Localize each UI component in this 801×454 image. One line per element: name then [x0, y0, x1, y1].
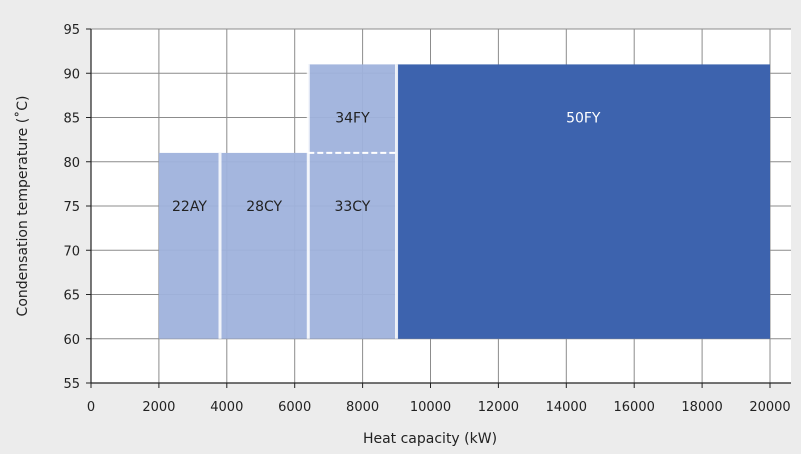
x-tick-label: 2000	[142, 400, 175, 415]
x-tick-label: 10000	[410, 400, 451, 415]
region-label-28cy: 28CY	[246, 199, 282, 215]
x-tick-label: 12000	[478, 400, 519, 415]
region-22ay	[158, 152, 221, 339]
y-axis-title: Condensation temperature (˚C)	[14, 96, 31, 317]
region-28cy	[220, 152, 309, 339]
x-tick-label: 20000	[749, 400, 790, 415]
x-tick-label: 18000	[681, 400, 722, 415]
region-label-22ay: 22AY	[172, 199, 207, 215]
tick-labels: 55 60 65 70 75 80 85 90 95 0 2000 4000 6000 8000 10000…	[63, 23, 790, 415]
x-tick-label: 8000	[346, 400, 379, 415]
x-tick-label: 0	[87, 400, 95, 415]
region-label-33cy: 33CY	[334, 199, 370, 215]
axes	[86, 28, 791, 388]
y-tick-label: 85	[63, 112, 80, 127]
x-tick-label: 4000	[210, 400, 243, 415]
y-tick-label: 55	[63, 377, 80, 392]
y-tick-label: 70	[63, 244, 80, 259]
y-tick-label: 65	[63, 289, 80, 304]
y-tick-label: 80	[63, 156, 80, 171]
y-tick-label: 60	[63, 333, 80, 348]
region-50fy	[396, 64, 770, 339]
x-axis-title: Heat capacity (kW)	[363, 431, 497, 447]
y-tick-label: 75	[63, 200, 80, 215]
x-tick-label: 14000	[546, 400, 587, 415]
x-tick-label: 16000	[614, 400, 655, 415]
region-33cy	[308, 152, 397, 339]
x-tick-label: 6000	[278, 400, 311, 415]
y-tick-label: 95	[63, 23, 80, 38]
region-label-50fy: 50FY	[566, 111, 601, 127]
regions	[158, 64, 770, 339]
y-tick-label: 90	[63, 67, 80, 82]
region-label-34fy: 34FY	[335, 111, 370, 127]
region-34fy	[308, 64, 397, 153]
region-labels: 22AY 28CY 33CY 34FY 50FY	[172, 111, 601, 216]
